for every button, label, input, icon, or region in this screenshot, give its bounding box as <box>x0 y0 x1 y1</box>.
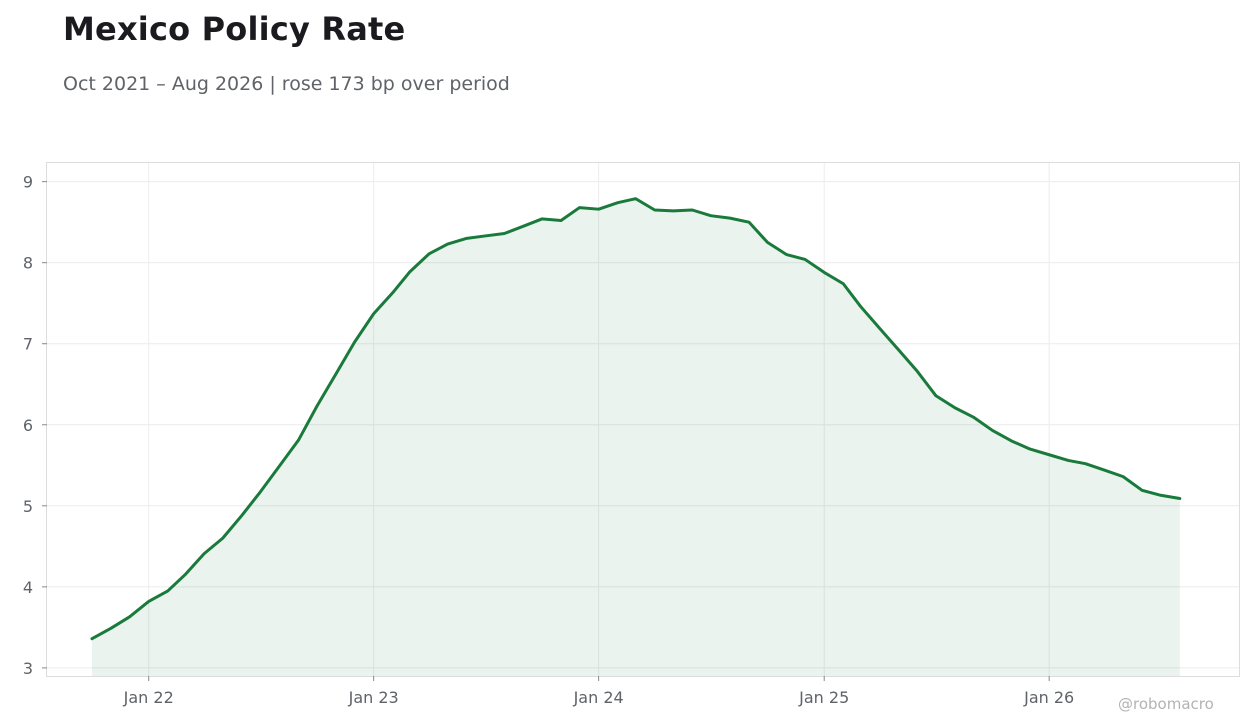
y-tick-label: 6 <box>23 416 33 435</box>
chart-subtitle: Oct 2021 – Aug 2026 | rose 173 bp over p… <box>63 73 510 95</box>
plot-frame <box>46 162 1240 677</box>
data-point <box>446 243 449 246</box>
data-point <box>1048 453 1051 456</box>
data-point <box>240 514 243 517</box>
data-point <box>878 327 881 330</box>
x-tick-label: Jan 25 <box>798 688 849 707</box>
x-tick-label: Jan 26 <box>1023 688 1074 707</box>
data-point <box>672 209 675 212</box>
watermark: @robomacro <box>1118 695 1214 713</box>
y-tick-label: 3 <box>23 659 33 678</box>
y-tick-label: 5 <box>23 497 33 516</box>
data-point <box>335 372 338 375</box>
data-point <box>465 237 468 240</box>
data-point <box>278 465 281 468</box>
data-point <box>372 312 375 315</box>
data-point <box>728 217 731 220</box>
data-point <box>823 271 826 274</box>
data-point <box>297 439 300 442</box>
data-point <box>953 406 956 409</box>
y-tick-label: 4 <box>23 578 33 597</box>
data-point <box>428 252 431 255</box>
data-point <box>110 627 113 630</box>
y-axis-ticks: 3 4 5 6 7 8 9 <box>23 173 47 678</box>
data-point <box>597 208 600 211</box>
data-point <box>259 491 262 494</box>
data-point <box>503 232 506 235</box>
data-point <box>1067 459 1070 462</box>
data-point <box>1178 497 1181 500</box>
data-point <box>1141 489 1144 492</box>
data-point <box>540 217 543 220</box>
data-point <box>691 209 694 212</box>
data-point <box>653 209 656 212</box>
data-point <box>203 552 206 555</box>
data-point <box>560 219 563 222</box>
data-point <box>634 197 637 200</box>
data-point <box>766 241 769 244</box>
data-point <box>315 405 318 408</box>
y-tick-label: 8 <box>23 254 33 273</box>
data-point <box>616 201 619 204</box>
x-tick-label: Jan 24 <box>573 688 624 707</box>
data-point <box>785 253 788 256</box>
x-axis-ticks: Jan 22 Jan 23 Jan 24 Jan 25 Jan 26 <box>123 676 1074 707</box>
chart-title: Mexico Policy Rate <box>63 10 406 48</box>
data-point <box>147 600 150 603</box>
y-tick-label: 9 <box>23 173 33 192</box>
data-point <box>184 573 187 576</box>
data-point <box>859 305 862 308</box>
data-point <box>748 221 751 224</box>
data-point <box>709 214 712 217</box>
data-point <box>842 282 845 285</box>
data-point <box>1029 448 1032 451</box>
data-point <box>1159 494 1162 497</box>
data-point <box>522 225 525 228</box>
data-point <box>934 394 937 397</box>
data-point <box>391 291 394 294</box>
y-tick-label: 7 <box>23 335 33 354</box>
data-point <box>1122 475 1125 478</box>
x-tick-label: Jan 22 <box>123 688 174 707</box>
data-point <box>1084 462 1087 465</box>
data-point <box>578 206 581 209</box>
data-point <box>897 348 900 351</box>
data-point <box>972 416 975 419</box>
data-point <box>1103 469 1106 472</box>
data-point <box>166 589 169 592</box>
data-point <box>90 637 93 640</box>
rate-line <box>90 197 1182 641</box>
data-point <box>804 258 807 261</box>
data-point <box>409 270 412 273</box>
data-point <box>353 341 356 344</box>
x-tick-label: Jan 23 <box>348 688 399 707</box>
grid-lines <box>47 163 1239 676</box>
data-point <box>484 234 487 237</box>
data-point <box>991 429 994 432</box>
rate-area-fill <box>91 198 1180 676</box>
data-point <box>128 615 131 618</box>
data-point <box>916 370 919 373</box>
data-point <box>1010 439 1013 442</box>
data-point <box>221 537 224 540</box>
